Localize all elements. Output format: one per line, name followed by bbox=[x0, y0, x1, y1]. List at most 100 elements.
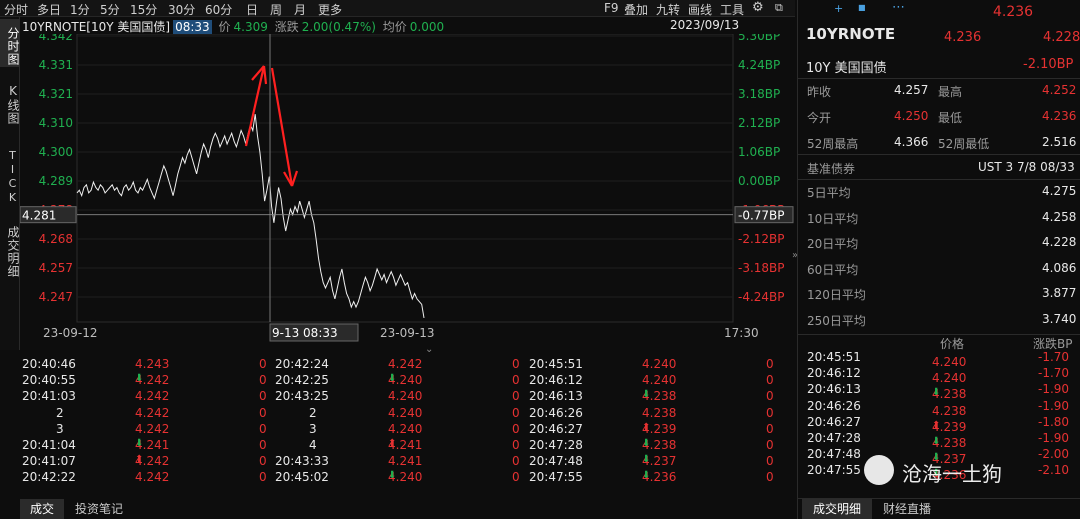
period-tab-more[interactable]: 更多 bbox=[318, 3, 343, 17]
tick-header-price: 价格 bbox=[940, 337, 965, 351]
down-arrow-icon: ⬇ bbox=[135, 373, 144, 385]
trade-detail-table: 20:40:46 4.243 0 20:40:55 4.242 ⬇ 0 20:41:03 4.2… bbox=[20, 353, 795, 498]
benchmark-bond-row: 基准债券 UST 3 7/8 08/33 bbox=[798, 155, 1080, 180]
collapse-chevron-icon[interactable]: ⌄ bbox=[425, 344, 434, 355]
tick-price-value: 4.238 bbox=[932, 403, 967, 418]
more-icon[interactable]: ⋯ bbox=[892, 0, 905, 15]
trade-volume: 0 bbox=[766, 405, 774, 420]
y-tick-label-left: 4.268 bbox=[39, 232, 73, 246]
stat-label: 52周最高 bbox=[807, 137, 859, 151]
tick-price-value: 4.236 bbox=[932, 468, 967, 483]
tab-kline-chart[interactable]: K线图 bbox=[6, 83, 20, 125]
period-tab-month[interactable]: 月 bbox=[294, 3, 307, 17]
period-tab-week[interactable]: 周 bbox=[270, 3, 283, 17]
period-tab-1min[interactable]: 1分 bbox=[70, 3, 90, 17]
down-arrow-icon: ⬇ bbox=[932, 468, 941, 480]
trade-volume: 0 bbox=[512, 470, 520, 485]
trade-volume: 0 bbox=[512, 454, 520, 469]
stat-label: 今开 bbox=[807, 111, 832, 125]
trade-volume: 0 bbox=[512, 421, 520, 436]
trade-price-value: 4.240 bbox=[642, 357, 677, 371]
trade-time: 20:47:28 bbox=[529, 438, 583, 452]
trade-time: 20:47:55 bbox=[529, 470, 583, 485]
trade-time: 20:42:22 bbox=[22, 470, 76, 485]
trade-column: 20:40:46 4.243 0 20:40:55 4.242 ⬇ 0 20:41:03 4.2… bbox=[20, 353, 272, 498]
period-tab-day[interactable]: 日 bbox=[246, 3, 259, 17]
trade-time: 3 bbox=[56, 421, 64, 436]
tick-price-value: 4.239 bbox=[932, 419, 967, 434]
period-tab-fenshi[interactable]: 分时 bbox=[4, 3, 29, 17]
crosshair-y-box bbox=[20, 206, 77, 224]
average-label: 120日平均 bbox=[807, 288, 866, 303]
trade-volume: 0 bbox=[259, 405, 267, 420]
y-tick-label-right: 3.18BP bbox=[738, 87, 780, 101]
average-value: 4.275 bbox=[1042, 184, 1077, 198]
annotation-arrow bbox=[270, 67, 294, 187]
average-label: 20日平均 bbox=[807, 237, 859, 252]
trade-price-value: 4.240 bbox=[388, 373, 423, 388]
tick-price-value: 4.238 bbox=[932, 387, 967, 402]
last-price: 4.236 bbox=[993, 4, 1034, 20]
trade-price-value: 4.242 bbox=[135, 470, 170, 485]
popout-icon[interactable]: ⧉ bbox=[775, 1, 783, 14]
y-tick-label-right: 2.12BP bbox=[738, 116, 780, 130]
tick-row: 20:47:48 4.237 ⬇ -2.00 bbox=[798, 447, 1080, 467]
stat-label: 52周最低 bbox=[938, 137, 990, 151]
tick-time: 20:47:55 bbox=[807, 463, 861, 478]
down-arrow-icon: ⬇ bbox=[932, 436, 941, 447]
trade-time: 20:46:27 bbox=[529, 421, 583, 436]
tab-fenshi-chart[interactable]: 分时图 bbox=[0, 19, 20, 67]
tick-price-value: 4.237 bbox=[932, 452, 967, 467]
period-tab-30min[interactable]: 30分 bbox=[168, 3, 196, 17]
tab-trade-detail[interactable]: 成交明细 bbox=[6, 226, 20, 278]
down-arrow-icon: ⬇ bbox=[932, 387, 941, 399]
tick-row: 20:46:26 4.238 -1.90 bbox=[798, 399, 1080, 418]
f9-button[interactable]: F9 bbox=[604, 1, 619, 15]
trade-volume: 0 bbox=[512, 357, 520, 371]
trade-time: 20:46:13 bbox=[529, 389, 583, 404]
trade-time: 20:47:48 bbox=[529, 454, 583, 469]
trade-row: 20:47:48 4.237 ⬇ 0 bbox=[527, 454, 779, 470]
stat-value: 4.252 bbox=[1042, 83, 1077, 97]
intraday-chart[interactable]: 4.3424.3314.3214.3104.3004.2894.2784.268… bbox=[20, 34, 795, 346]
trade-price-value: 4.238 bbox=[642, 389, 677, 404]
tab-investment-notes[interactable]: 投资笔记 bbox=[74, 502, 123, 516]
quote-info-row: 10YRNOTE[10Y 美国国债] 08:33 价 4.309 涨跌 2.00(0.… bbox=[22, 18, 772, 34]
tab-finance-live[interactable]: 财经直播 bbox=[882, 502, 931, 516]
tab-trade-detail-right[interactable]: 成交明细 bbox=[802, 499, 872, 519]
jiuzhuan-button[interactable]: 九转 bbox=[656, 3, 681, 17]
overlay-button[interactable]: 叠加 bbox=[624, 3, 649, 17]
trade-row: 20:46:27 4.239 ⬆ 0 bbox=[527, 422, 779, 438]
trade-row: 20:41:03 4.242 0 bbox=[20, 389, 272, 405]
tools-button[interactable]: 工具 bbox=[720, 3, 745, 17]
tick-row: 20:47:28 4.238 ⬇ -1.90 bbox=[798, 431, 1080, 450]
average-label: 250日平均 bbox=[807, 314, 866, 328]
crosshair-y-label: 4.281 bbox=[22, 209, 56, 223]
trade-price-value: 4.243 bbox=[135, 357, 170, 371]
trade-row: 20:47:28 4.238 ⬇ 0 bbox=[527, 438, 779, 454]
trade-volume: 0 bbox=[259, 421, 267, 436]
add-icon[interactable]: + bbox=[834, 2, 844, 15]
draw-line-button[interactable]: 画线 bbox=[688, 3, 713, 17]
period-tab-5min[interactable]: 5分 bbox=[100, 3, 120, 17]
period-tab-15min[interactable]: 15分 bbox=[130, 3, 158, 17]
average-label: 60日平均 bbox=[807, 262, 859, 277]
panel-toggle-icon[interactable]: » bbox=[792, 250, 799, 261]
period-tab-60min[interactable]: 60分 bbox=[205, 3, 233, 17]
trade-volume: 0 bbox=[259, 357, 267, 371]
trade-price-value: 4.240 bbox=[642, 373, 677, 388]
gear-icon[interactable]: ⚙ bbox=[752, 0, 764, 15]
trade-row: 20:40:46 4.243 0 bbox=[20, 357, 272, 373]
trade-row: 20:41:07 4.242 ⬆ 0 bbox=[20, 454, 272, 470]
tick-row: 20:47:55 4.236 ⬇ -2.10 bbox=[798, 463, 1080, 483]
tab-tick[interactable]: TICK bbox=[6, 149, 19, 205]
y-tick-label-right: -2.12BP bbox=[738, 232, 785, 246]
trade-price-value: 4.240 bbox=[388, 405, 423, 420]
period-tab-duori[interactable]: 多日 bbox=[37, 3, 62, 17]
stat-row: 昨收 4.257 最高 4.252 bbox=[798, 78, 1080, 103]
x-axis: 23-09-12 23-09-13 17:30 bbox=[43, 326, 759, 340]
trade-price-value: 4.242 bbox=[388, 357, 423, 371]
ask-price: 4.228 bbox=[1043, 30, 1080, 45]
tab-trades[interactable]: 成交 bbox=[20, 499, 64, 519]
square-icon[interactable]: ■ bbox=[858, 3, 866, 12]
